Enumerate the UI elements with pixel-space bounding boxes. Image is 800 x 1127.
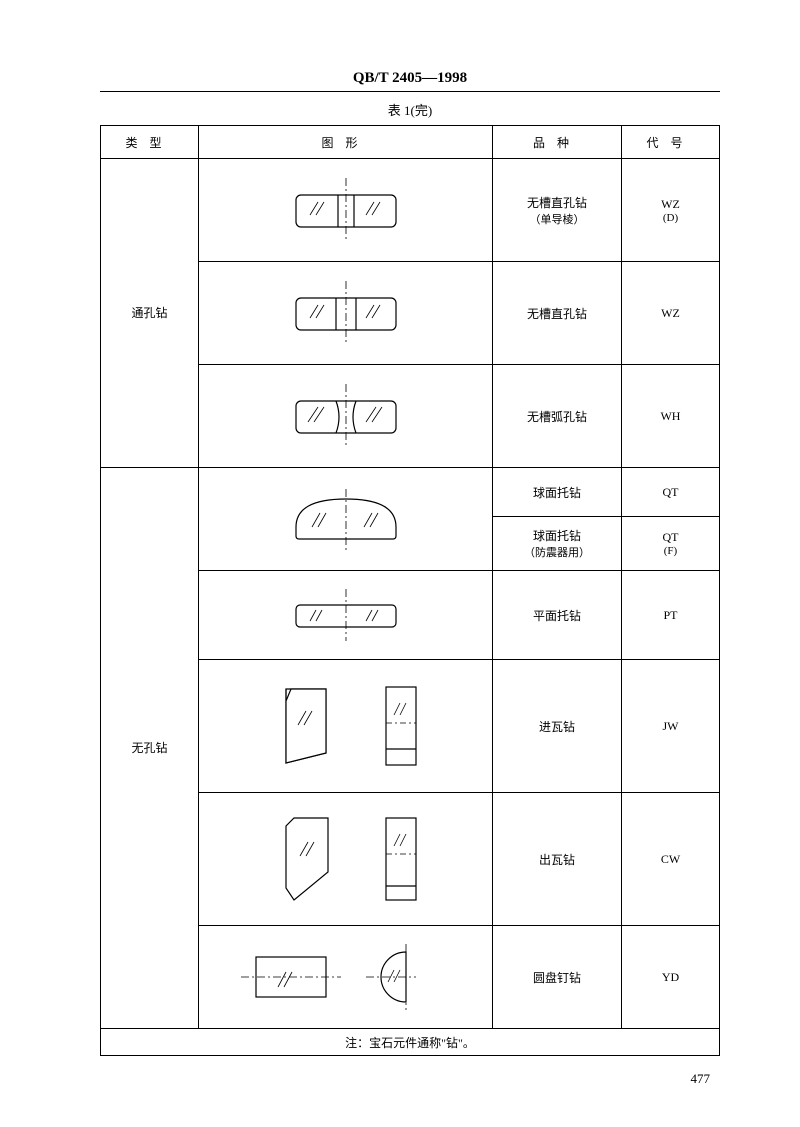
variety-sub: （单导棱）: [495, 211, 619, 227]
shape-cell: [199, 793, 493, 926]
page-container: QB/T 2405—1998 表 1(完) 类型 图形 品种 代号 通孔钻: [0, 0, 800, 1096]
page-number: 477: [691, 1071, 711, 1087]
shape-cell: [199, 365, 493, 468]
type-cell-group1: 通孔钻: [101, 159, 199, 468]
code-text: QT: [624, 530, 717, 545]
th-code: 代号: [621, 126, 719, 159]
code-cell: WZ: [621, 262, 719, 365]
variety-cell: 无槽弧孔钻: [493, 365, 622, 468]
code-sub: (D): [624, 212, 717, 224]
variety-cell: 球面托钻 （防震器用）: [493, 517, 622, 571]
drawing-pt: [266, 583, 426, 647]
th-type: 类型: [101, 126, 199, 159]
code-cell: YD: [621, 926, 719, 1029]
code-cell: CW: [621, 793, 719, 926]
code-cell: JW: [621, 660, 719, 793]
shape-cell: [199, 262, 493, 365]
variety-cell: 无槽直孔钻: [493, 262, 622, 365]
type-cell-group2: 无孔钻: [101, 468, 199, 1029]
note-cell: 注：宝石元件通称"钻"。: [101, 1029, 720, 1056]
table-header-row: 类型 图形 品种 代号: [101, 126, 720, 159]
drawing-wz-d: [266, 170, 426, 250]
shape-cell: [199, 660, 493, 793]
variety-sub: （防震器用）: [495, 544, 619, 560]
code-cell: WH: [621, 365, 719, 468]
drawing-cw: [236, 804, 456, 914]
drawing-qt: [266, 479, 426, 559]
code-cell: PT: [621, 571, 719, 660]
variety-cell: 无槽直孔钻 （单导棱）: [493, 159, 622, 262]
th-shape: 图形: [199, 126, 493, 159]
shape-cell: [199, 468, 493, 571]
drawing-yd: [226, 932, 466, 1022]
group1-label: 通孔钻: [131, 301, 167, 325]
table-row: 无孔钻 球面托钻 QT: [101, 468, 720, 517]
note-row: 注：宝石元件通称"钻"。: [101, 1029, 720, 1056]
code-cell: WZ (D): [621, 159, 719, 262]
th-variety: 品种: [493, 126, 622, 159]
drawing-jw: [236, 671, 456, 781]
variety-cell: 平面托钻: [493, 571, 622, 660]
variety-cell: 进瓦钻: [493, 660, 622, 793]
code-sub: (F): [624, 545, 717, 557]
code-text: WZ: [624, 197, 717, 212]
variety-text: 无槽直孔钻: [495, 194, 619, 211]
group2-label: 无孔钻: [131, 736, 167, 760]
shape-cell: [199, 571, 493, 660]
drawing-wh: [266, 376, 426, 456]
drawing-wz: [266, 273, 426, 353]
table-row: 通孔钻 无槽直孔钻 （单导棱） WZ (: [101, 159, 720, 262]
shape-cell: [199, 159, 493, 262]
code-cell: QT (F): [621, 517, 719, 571]
standard-code: QB/T 2405—1998: [100, 70, 720, 92]
code-cell: QT: [621, 468, 719, 517]
variety-cell: 球面托钻: [493, 468, 622, 517]
table-caption: 表 1(完): [100, 100, 720, 119]
spec-table: 类型 图形 品种 代号 通孔钻: [100, 125, 720, 1056]
shape-cell: [199, 926, 493, 1029]
variety-text: 球面托钻: [495, 527, 619, 544]
variety-cell: 出瓦钻: [493, 793, 622, 926]
variety-cell: 圆盘钉钻: [493, 926, 622, 1029]
